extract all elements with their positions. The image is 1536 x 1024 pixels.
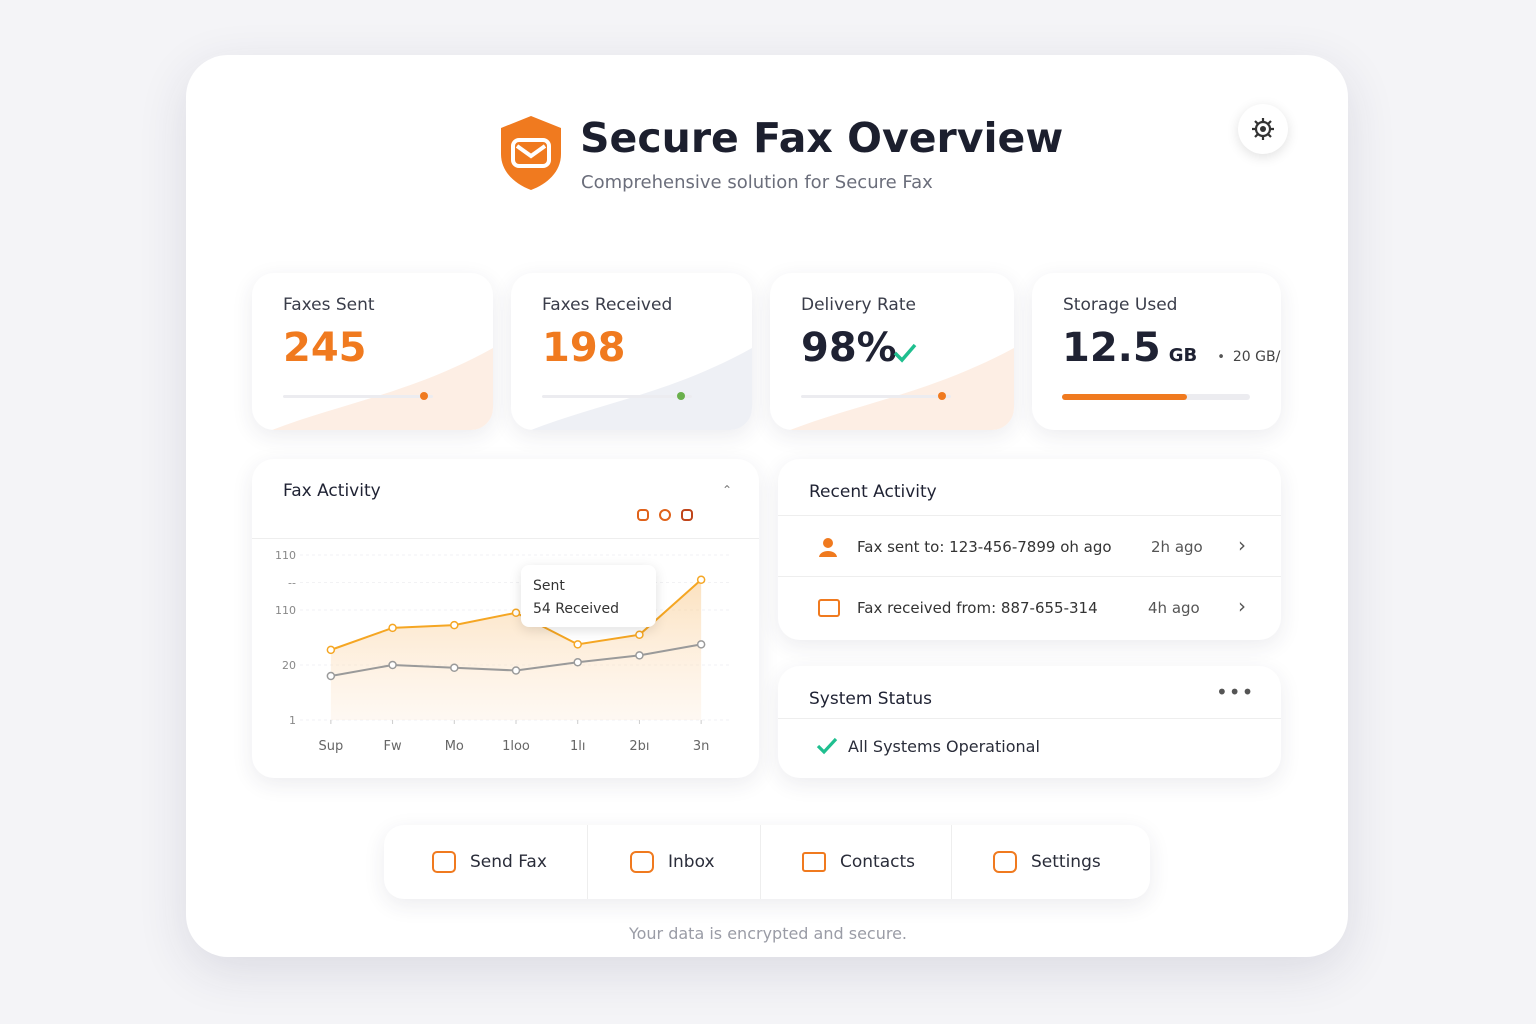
stat-card: Faxes Received 198: [511, 273, 752, 430]
stat-card: Delivery Rate 98%: [770, 273, 1014, 430]
activity-text: Fax received from: 887-655-314: [857, 599, 1098, 617]
tooltip-line: 54 Received: [533, 601, 619, 617]
chart-tooltip: Sent 54 Received: [521, 565, 656, 627]
card-title: Recent Activity: [809, 482, 937, 502]
tooltip-line: Sent: [533, 578, 565, 594]
stat-label: Storage Used: [1063, 295, 1178, 315]
nav-item[interactable]: Contacts: [802, 825, 915, 899]
status-text: All Systems Operational: [848, 737, 1040, 756]
nav-label: Send Fax: [470, 852, 547, 872]
legend-icons: [637, 509, 693, 521]
stat-label: Faxes Sent: [283, 295, 375, 315]
footer-note: Your data is encrypted and secure.: [628, 924, 908, 943]
stat-value: 198: [542, 325, 626, 371]
storage-bar: [1062, 394, 1250, 400]
card-title: Fax Activity: [283, 481, 381, 501]
stat-value: 245: [283, 325, 367, 371]
stat-unit: GB: [1168, 345, 1198, 366]
page-subtitle: Comprehensive solution for Secure Fax: [581, 172, 933, 193]
recent-activity-card: Recent Activity Fax sent to: 123-456-789…: [778, 459, 1281, 640]
system-status-card: System Status ••• All Systems Operationa…: [778, 666, 1281, 778]
nav-item[interactable]: Send Fax: [432, 825, 547, 899]
shield-logo: [501, 116, 561, 190]
stat-value: 12.5: [1062, 325, 1161, 371]
stat-label: Faxes Received: [542, 295, 673, 315]
nav-label: Contacts: [840, 852, 915, 872]
card-title: System Status: [809, 689, 932, 709]
nav-item[interactable]: Settings: [993, 825, 1101, 899]
more-button[interactable]: •••: [1216, 680, 1255, 704]
chevron[interactable]: ›: [1238, 533, 1246, 557]
fax-icon: [818, 599, 840, 617]
chevron[interactable]: ›: [1238, 594, 1246, 618]
activity-time: 4h ago: [1148, 599, 1200, 617]
check-icon: [893, 343, 917, 363]
settings-button[interactable]: [1238, 104, 1288, 154]
nav-label: Inbox: [668, 852, 715, 872]
bottom-nav: Send Fax Inbox Contacts Settings: [384, 825, 1150, 899]
activity-time: 2h ago: [1151, 538, 1203, 556]
nav-item[interactable]: Inbox: [630, 825, 715, 899]
stat-card: Faxes Sent 245: [252, 273, 493, 430]
stat-card: Storage Used 12.5 GB • 20 GB/: [1032, 273, 1281, 430]
nav-label: Settings: [1031, 852, 1101, 872]
activity-text: Fax sent to: 123-456-7899 oh ago: [857, 538, 1112, 556]
page-title: Secure Fax Overview: [580, 114, 1064, 162]
stat-value: 98%: [801, 325, 897, 371]
stat-label: Delivery Rate: [801, 295, 916, 315]
stat-total: 20 GB/: [1232, 349, 1281, 365]
user-icon: [818, 536, 838, 558]
fax-activity-card: Fax Activity ⌃: [252, 459, 759, 778]
